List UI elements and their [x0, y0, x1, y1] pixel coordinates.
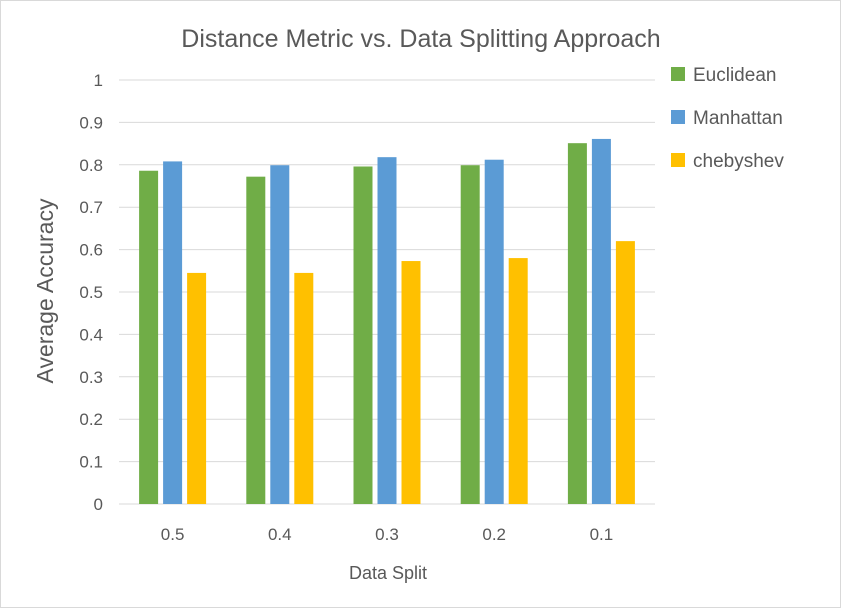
legend-label: Euclidean [693, 65, 776, 86]
chart-title: Distance Metric vs. Data Splitting Appro… [181, 25, 660, 53]
y-axis-tick-labels: 0 0.1 0.2 0.3 0.4 0.5 0.6 0.7 0.8 0.9 1 [79, 71, 103, 514]
y-tick-label: 0.7 [79, 198, 103, 217]
bar-euclidean-0.1 [567, 143, 587, 504]
x-tick-label: 0.3 [375, 525, 399, 544]
x-tick-label: 0.1 [590, 525, 614, 544]
bars [139, 138, 635, 504]
y-tick-label: 0.6 [79, 241, 103, 260]
legend-swatch-euclidean [671, 67, 685, 81]
bar-euclidean-0.4 [246, 176, 266, 504]
bar-manhattan-0.4 [270, 165, 290, 504]
bar-euclidean-0.2 [460, 165, 480, 504]
legend: Euclidean Manhattan chebyshev [671, 65, 784, 172]
bar-chebyshev-0.1 [615, 241, 635, 504]
bar-chebyshev-0.2 [508, 258, 528, 504]
y-tick-label: 0.9 [79, 113, 103, 132]
legend-swatch-manhattan [671, 110, 685, 124]
bar-manhattan-0.2 [484, 159, 504, 504]
y-axis-label: Average Accuracy [32, 198, 58, 383]
bar-manhattan-0.3 [377, 157, 397, 504]
x-tick-label: 0.4 [268, 525, 292, 544]
y-tick-label: 0.2 [79, 410, 103, 429]
y-tick-label: 0.8 [79, 156, 103, 175]
x-tick-label: 0.5 [161, 525, 185, 544]
x-axis-tick-labels: 0.5 0.4 0.3 0.2 0.1 [161, 525, 613, 544]
legend-label: Manhattan [693, 108, 783, 129]
legend-label: chebyshev [693, 151, 784, 172]
y-tick-label: 0.5 [79, 283, 103, 302]
x-axis-label: Data Split [349, 563, 427, 583]
bar-chebyshev-0.4 [294, 272, 314, 504]
bar-chebyshev-0.5 [187, 272, 207, 504]
y-tick-label: 0.3 [79, 368, 103, 387]
x-tick-label: 0.2 [482, 525, 506, 544]
bar-euclidean-0.5 [139, 170, 159, 504]
y-tick-label: 0.4 [79, 325, 103, 344]
bar-chebyshev-0.3 [401, 261, 421, 504]
bar-manhattan-0.5 [163, 161, 183, 504]
y-tick-label: 0.1 [79, 453, 103, 472]
y-tick-label: 1 [94, 71, 103, 90]
bar-euclidean-0.3 [353, 166, 373, 504]
bar-manhattan-0.1 [591, 138, 611, 504]
y-tick-label: 0 [94, 495, 103, 514]
legend-swatch-chebyshev [671, 153, 685, 167]
